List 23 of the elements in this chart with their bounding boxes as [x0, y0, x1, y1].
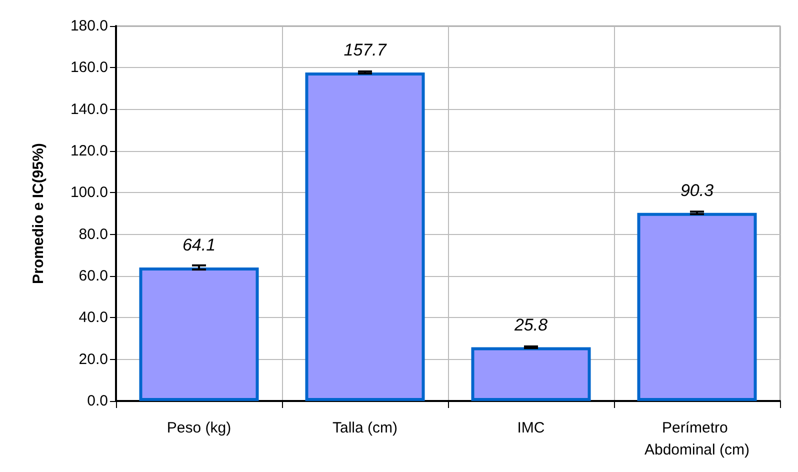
x-tick-label: Talla (cm) [332, 420, 398, 436]
y-tick-label: 160.0 [70, 59, 108, 76]
y-tick-label: 80.0 [78, 226, 108, 243]
bar [637, 212, 757, 401]
data-label: 157.7 [344, 40, 387, 60]
y-tick-label: 20.0 [78, 350, 108, 368]
y-tick-label: 180.0 [70, 18, 108, 34]
x-tick-label: Perímetro Abdominal (cm) [644, 420, 750, 458]
data-label: 64.1 [182, 235, 216, 254]
y-tick-label: 0.0 [87, 392, 108, 410]
y-tick-label: 60.0 [78, 268, 108, 284]
data-label: 90.3 [680, 180, 714, 200]
y-tick-label: 40.0 [78, 309, 108, 326]
bar [305, 72, 425, 401]
y-tick-label: 140.0 [70, 100, 108, 118]
data-label: 25.8 [513, 315, 548, 334]
x-tick-label: Peso (kg) [166, 420, 232, 436]
y-axis-title: Promedio e IC(95%) [30, 143, 47, 284]
x-tick-label: IMC [517, 420, 545, 436]
bar [139, 267, 259, 401]
bar [471, 347, 591, 401]
y-tick-label: 120.0 [70, 142, 108, 160]
y-tick-label: 100.0 [70, 184, 108, 202]
